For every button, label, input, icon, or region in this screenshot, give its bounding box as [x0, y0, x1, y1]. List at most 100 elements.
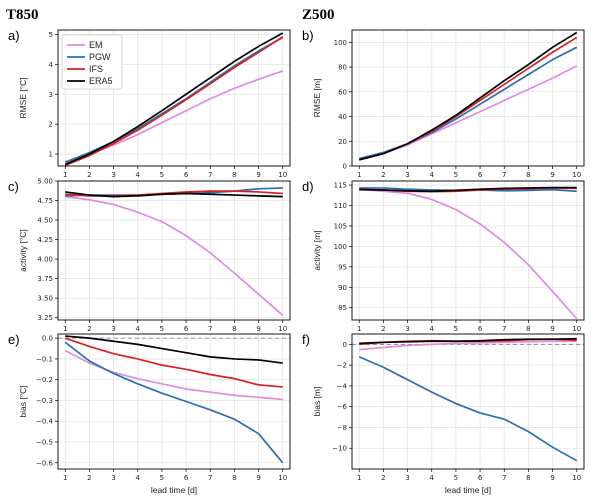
series-line-em: [359, 65, 578, 161]
x-tick-label: 5: [160, 325, 164, 333]
chart-panel-2: 0 20 40 60 80 100 1 2 3 4 5 6 7 8 9 10 RMSE [m] b): [302, 28, 585, 179]
chart-panel-5: −0.6 −0.5 −0.4 −0.3 −0.2 −0.1 0.0 1 2 3 4 5 6 7 8 9 10 bi…: [8, 332, 291, 495]
x-tick-label: 4: [136, 325, 141, 333]
x-tick-label: 4: [430, 325, 435, 333]
series-line-ifs: [64, 337, 283, 388]
x-tick-label: 1: [63, 325, 67, 333]
x-tick-label: 5: [454, 171, 458, 179]
x-tick-label: 1: [357, 474, 361, 482]
x-tick-label: 1: [357, 325, 361, 333]
y-tick-label: 5: [49, 31, 53, 39]
axes-frame: [57, 29, 291, 167]
x-tick-label: 3: [405, 325, 409, 333]
x-tick-label: 4: [136, 474, 141, 482]
y-tick-label: 115: [334, 182, 347, 190]
x-tick-label: 7: [208, 474, 212, 482]
axes-frame: [57, 333, 291, 470]
y-tick-label: 20: [338, 138, 347, 146]
x-tick-label: 5: [160, 474, 164, 482]
y-tick-label: 90: [338, 284, 347, 292]
y-tick-label: 100: [334, 39, 347, 47]
panel-label: a): [8, 28, 20, 43]
x-tick-label: 8: [232, 325, 236, 333]
x-tick-label: 8: [526, 325, 530, 333]
y-tick-label: −2: [337, 362, 347, 370]
y-tick-label: −0.4: [36, 418, 54, 426]
y-tick-label: 0: [343, 341, 347, 349]
y-tick-label: 4: [49, 61, 54, 69]
x-tick-label: 3: [111, 474, 115, 482]
x-tick-label: 6: [478, 171, 483, 179]
column-title-t850: T850: [6, 7, 39, 23]
y-tick-label: 60: [338, 88, 347, 96]
legend: EM PGW IFS ERA5: [61, 34, 123, 90]
y-tick-label: 4.00: [37, 256, 53, 264]
panel-label: b): [302, 28, 314, 43]
series-line-era5: [359, 337, 577, 345]
column-title-z500: Z500: [302, 7, 335, 23]
x-tick-label: 2: [381, 325, 385, 333]
chart-panel-4: 85 90 95 100 105 110 115 1 2 3 4 5 6 7 8 9 10 activity [m…: [302, 179, 585, 333]
y-tick-label: 40: [338, 113, 347, 121]
y-axis-label: RMSE [m]: [312, 79, 322, 118]
y-tick-label: 105: [334, 222, 347, 230]
x-tick-label: 10: [278, 325, 287, 333]
x-tick-label: 7: [502, 474, 506, 482]
series-line-pgw: [359, 46, 578, 160]
y-axis-label: bias [m]: [312, 387, 322, 417]
series-line-em: [359, 188, 578, 320]
series-line-era5: [359, 186, 577, 193]
series-line-em: [359, 340, 577, 351]
legend-label-pgw: PGW: [89, 52, 111, 62]
y-tick-label: 85: [338, 304, 347, 312]
x-tick-label: 1: [63, 171, 67, 179]
series-line-era5: [359, 31, 578, 161]
y-tick-label: −0.6: [36, 459, 54, 467]
x-tick-label: 9: [550, 171, 554, 179]
y-tick-label: −10: [332, 445, 347, 453]
x-tick-label: 2: [87, 474, 91, 482]
y-tick-label: 5.00: [37, 178, 53, 186]
y-tick-label: 0: [343, 163, 347, 171]
x-tick-label: 9: [256, 171, 260, 179]
series-line-ifs: [64, 36, 284, 167]
axes-frame: [57, 180, 291, 321]
y-axis-label: RMSE [°C]: [18, 77, 28, 118]
y-tick-label: −0.1: [36, 355, 53, 363]
y-tick-label: 4.50: [37, 217, 53, 225]
x-tick-label: 2: [87, 325, 91, 333]
y-axis-label: bias [°C]: [18, 385, 28, 417]
x-tick-label: 7: [502, 171, 506, 179]
x-tick-label: 6: [478, 474, 483, 482]
y-tick-label: 3.25: [37, 314, 53, 322]
y-tick-label: 4.75: [37, 197, 53, 205]
chart-panel-1: 1 2 3 4 5 1 2 3 4 5 6 7 8 9 10 RMSE [°C] a) EM PGW IFS ERA5: [8, 28, 291, 179]
x-tick-label: 6: [478, 325, 483, 333]
y-tick-label: 4.25: [37, 236, 53, 244]
x-tick-label: 3: [111, 171, 115, 179]
y-tick-label: 3.75: [37, 275, 53, 283]
legend-label-em: EM: [89, 40, 103, 50]
legend-label-ifs: IFS: [89, 64, 103, 74]
panel-label: c): [8, 179, 19, 194]
y-tick-label: 2: [49, 121, 53, 129]
y-tick-label: −4: [337, 382, 348, 390]
x-tick-label: 9: [256, 325, 260, 333]
panel-label: e): [8, 332, 20, 347]
panel-label: f): [302, 332, 310, 347]
y-tick-label: 100: [334, 243, 347, 251]
x-tick-label: 4: [430, 474, 435, 482]
x-tick-label: 9: [256, 474, 260, 482]
x-tick-label: 3: [111, 325, 115, 333]
axes-frame: [351, 29, 585, 167]
series-line-pgw: [358, 356, 578, 462]
y-tick-label: 0.0: [42, 335, 53, 343]
x-tick-label: 1: [63, 474, 67, 482]
axes-frame: [351, 333, 585, 470]
x-tick-label: 2: [87, 171, 91, 179]
x-axis-label: lead time [d]: [445, 485, 491, 495]
y-tick-label: −0.5: [36, 439, 53, 447]
x-tick-label: 7: [208, 171, 212, 179]
x-tick-label: 6: [184, 171, 189, 179]
